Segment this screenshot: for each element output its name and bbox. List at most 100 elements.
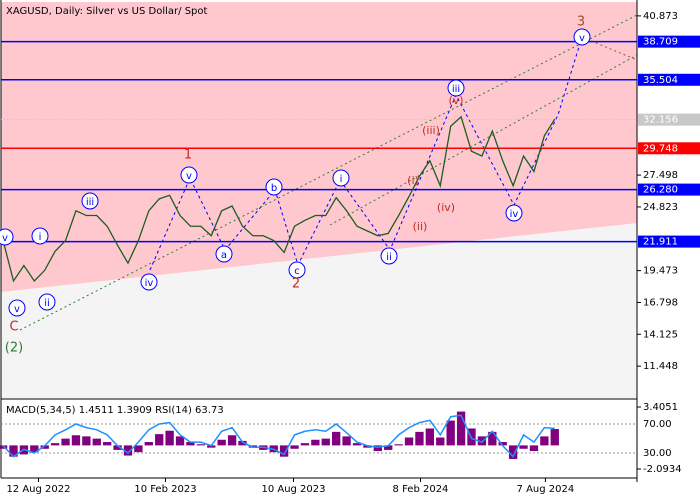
- price-line: [2, 115, 556, 283]
- wave-label: i: [340, 174, 343, 185]
- wave-circle: [180, 166, 198, 184]
- macd-bar: [290, 445, 299, 449]
- wave-label: v: [14, 304, 20, 315]
- wave-label: (v): [448, 94, 463, 107]
- level-label: 29.748: [643, 143, 678, 154]
- macd-bar: [175, 436, 185, 446]
- macd-bar: [311, 439, 320, 446]
- y-tick-label: 19.473: [643, 266, 678, 277]
- indicator-title: MACD(5,34,5) 1.4511 1.3909 RSI(14) 63.73: [6, 405, 224, 416]
- y-tick-label: -2.0934: [643, 464, 682, 475]
- macd-bar: [30, 445, 39, 453]
- wave-label: (ii): [413, 220, 428, 233]
- wave-label: (iv): [437, 201, 455, 214]
- macd-bar: [217, 439, 226, 446]
- x-tick-label: 8 Feb 2024: [393, 484, 449, 495]
- wave-label: b: [271, 183, 277, 194]
- indicator-background: [1, 400, 637, 478]
- wave-label: 1: [184, 148, 192, 163]
- wave-label: 2: [292, 277, 300, 292]
- macd-bar: [436, 437, 445, 446]
- macd-bar: [279, 445, 289, 457]
- wave-label: c: [294, 266, 300, 277]
- macd-bar: [103, 442, 112, 446]
- wave-circle: [140, 273, 158, 291]
- macd-bar: [550, 429, 559, 446]
- macd-bar: [196, 444, 206, 446]
- macd-bar: [123, 445, 133, 456]
- wave-circle: [38, 293, 56, 311]
- macd-bar: [342, 436, 351, 446]
- macd-bar: [134, 445, 143, 453]
- rsi-line: [2, 414, 555, 458]
- macd-bar: [165, 430, 174, 446]
- wave-label: (i): [407, 174, 419, 187]
- wave-circle: [8, 299, 26, 317]
- macd-bar: [446, 420, 455, 446]
- y-tick-label: 11.448: [643, 361, 678, 372]
- macd-bar: [477, 436, 487, 446]
- wave-circle: [332, 169, 350, 187]
- level-label-box: [638, 73, 700, 86]
- wave-label: v: [2, 233, 8, 244]
- wave-label: a: [221, 250, 227, 261]
- wave-label: iv: [145, 278, 154, 289]
- trend-line: [329, 54, 638, 226]
- y-tick-label: 16.798: [643, 297, 678, 308]
- last-price-label: 32.156: [643, 115, 678, 126]
- y-tick-label: 3.4051: [643, 402, 678, 413]
- wave-circle: [31, 227, 49, 245]
- wave-label: ii: [386, 252, 392, 263]
- x-tick-label: 10 Feb 2023: [134, 484, 196, 495]
- y2-tick-label: 70.00: [643, 419, 672, 430]
- wave-label: iii: [86, 197, 94, 208]
- level-label: 38.709: [643, 37, 678, 48]
- wave-circle: [447, 79, 465, 97]
- macd-bar: [415, 431, 424, 446]
- level-label: 35.504: [643, 75, 678, 86]
- macd-bar: [352, 443, 362, 446]
- wave-label: (2): [5, 341, 23, 356]
- macd-bar: [384, 445, 393, 450]
- wave-circle: [265, 178, 283, 196]
- macd-bar: [321, 438, 330, 446]
- macd-bar: [186, 442, 195, 446]
- level-label-box: [638, 183, 700, 196]
- level-label: 21.911: [643, 237, 678, 248]
- macd-bar: [508, 445, 518, 459]
- macd-bar: [40, 445, 49, 449]
- y-tick-label: 14.125: [643, 329, 678, 340]
- macd-bar: [404, 437, 414, 446]
- y2-tick-label: 30.00: [643, 448, 672, 459]
- macd-bar: [529, 445, 539, 452]
- wave-label: 3: [577, 15, 585, 30]
- wave-circle: [215, 245, 233, 263]
- wave-circle: [573, 28, 591, 46]
- macd-bar: [498, 442, 507, 446]
- macd-bar: [425, 428, 435, 446]
- trend-line: [19, 14, 638, 331]
- macd-bar: [113, 445, 122, 450]
- wave-label: C: [9, 320, 18, 335]
- y-tick-label: 24.823: [643, 202, 678, 213]
- wave-label: (iii): [422, 124, 440, 137]
- level-label-box: [638, 142, 700, 155]
- macd-bar: [50, 443, 60, 446]
- last-price-box: [638, 113, 700, 126]
- macd-bar: [61, 438, 70, 446]
- wave-circle: [0, 228, 14, 246]
- chart-title: XAGUSD, Daily: Silver vs US Dollar/ Spot: [6, 6, 208, 17]
- wave-label: ii: [44, 298, 50, 309]
- macd-bar: [519, 445, 528, 449]
- macd-bar: [456, 411, 466, 446]
- wave-label: i: [39, 232, 42, 243]
- macd-bar: [227, 435, 237, 446]
- x-tick-label: 10 Aug 2023: [261, 484, 325, 495]
- macd-bar: [540, 436, 549, 446]
- macd-bar: [488, 431, 497, 446]
- wave-label: v: [186, 171, 192, 182]
- x-tick-label: 12 Aug 2022: [6, 484, 70, 495]
- y-tick-label: 40.873: [643, 11, 678, 22]
- y-tick-label: 27.498: [643, 170, 678, 181]
- wave-circle: [81, 192, 99, 210]
